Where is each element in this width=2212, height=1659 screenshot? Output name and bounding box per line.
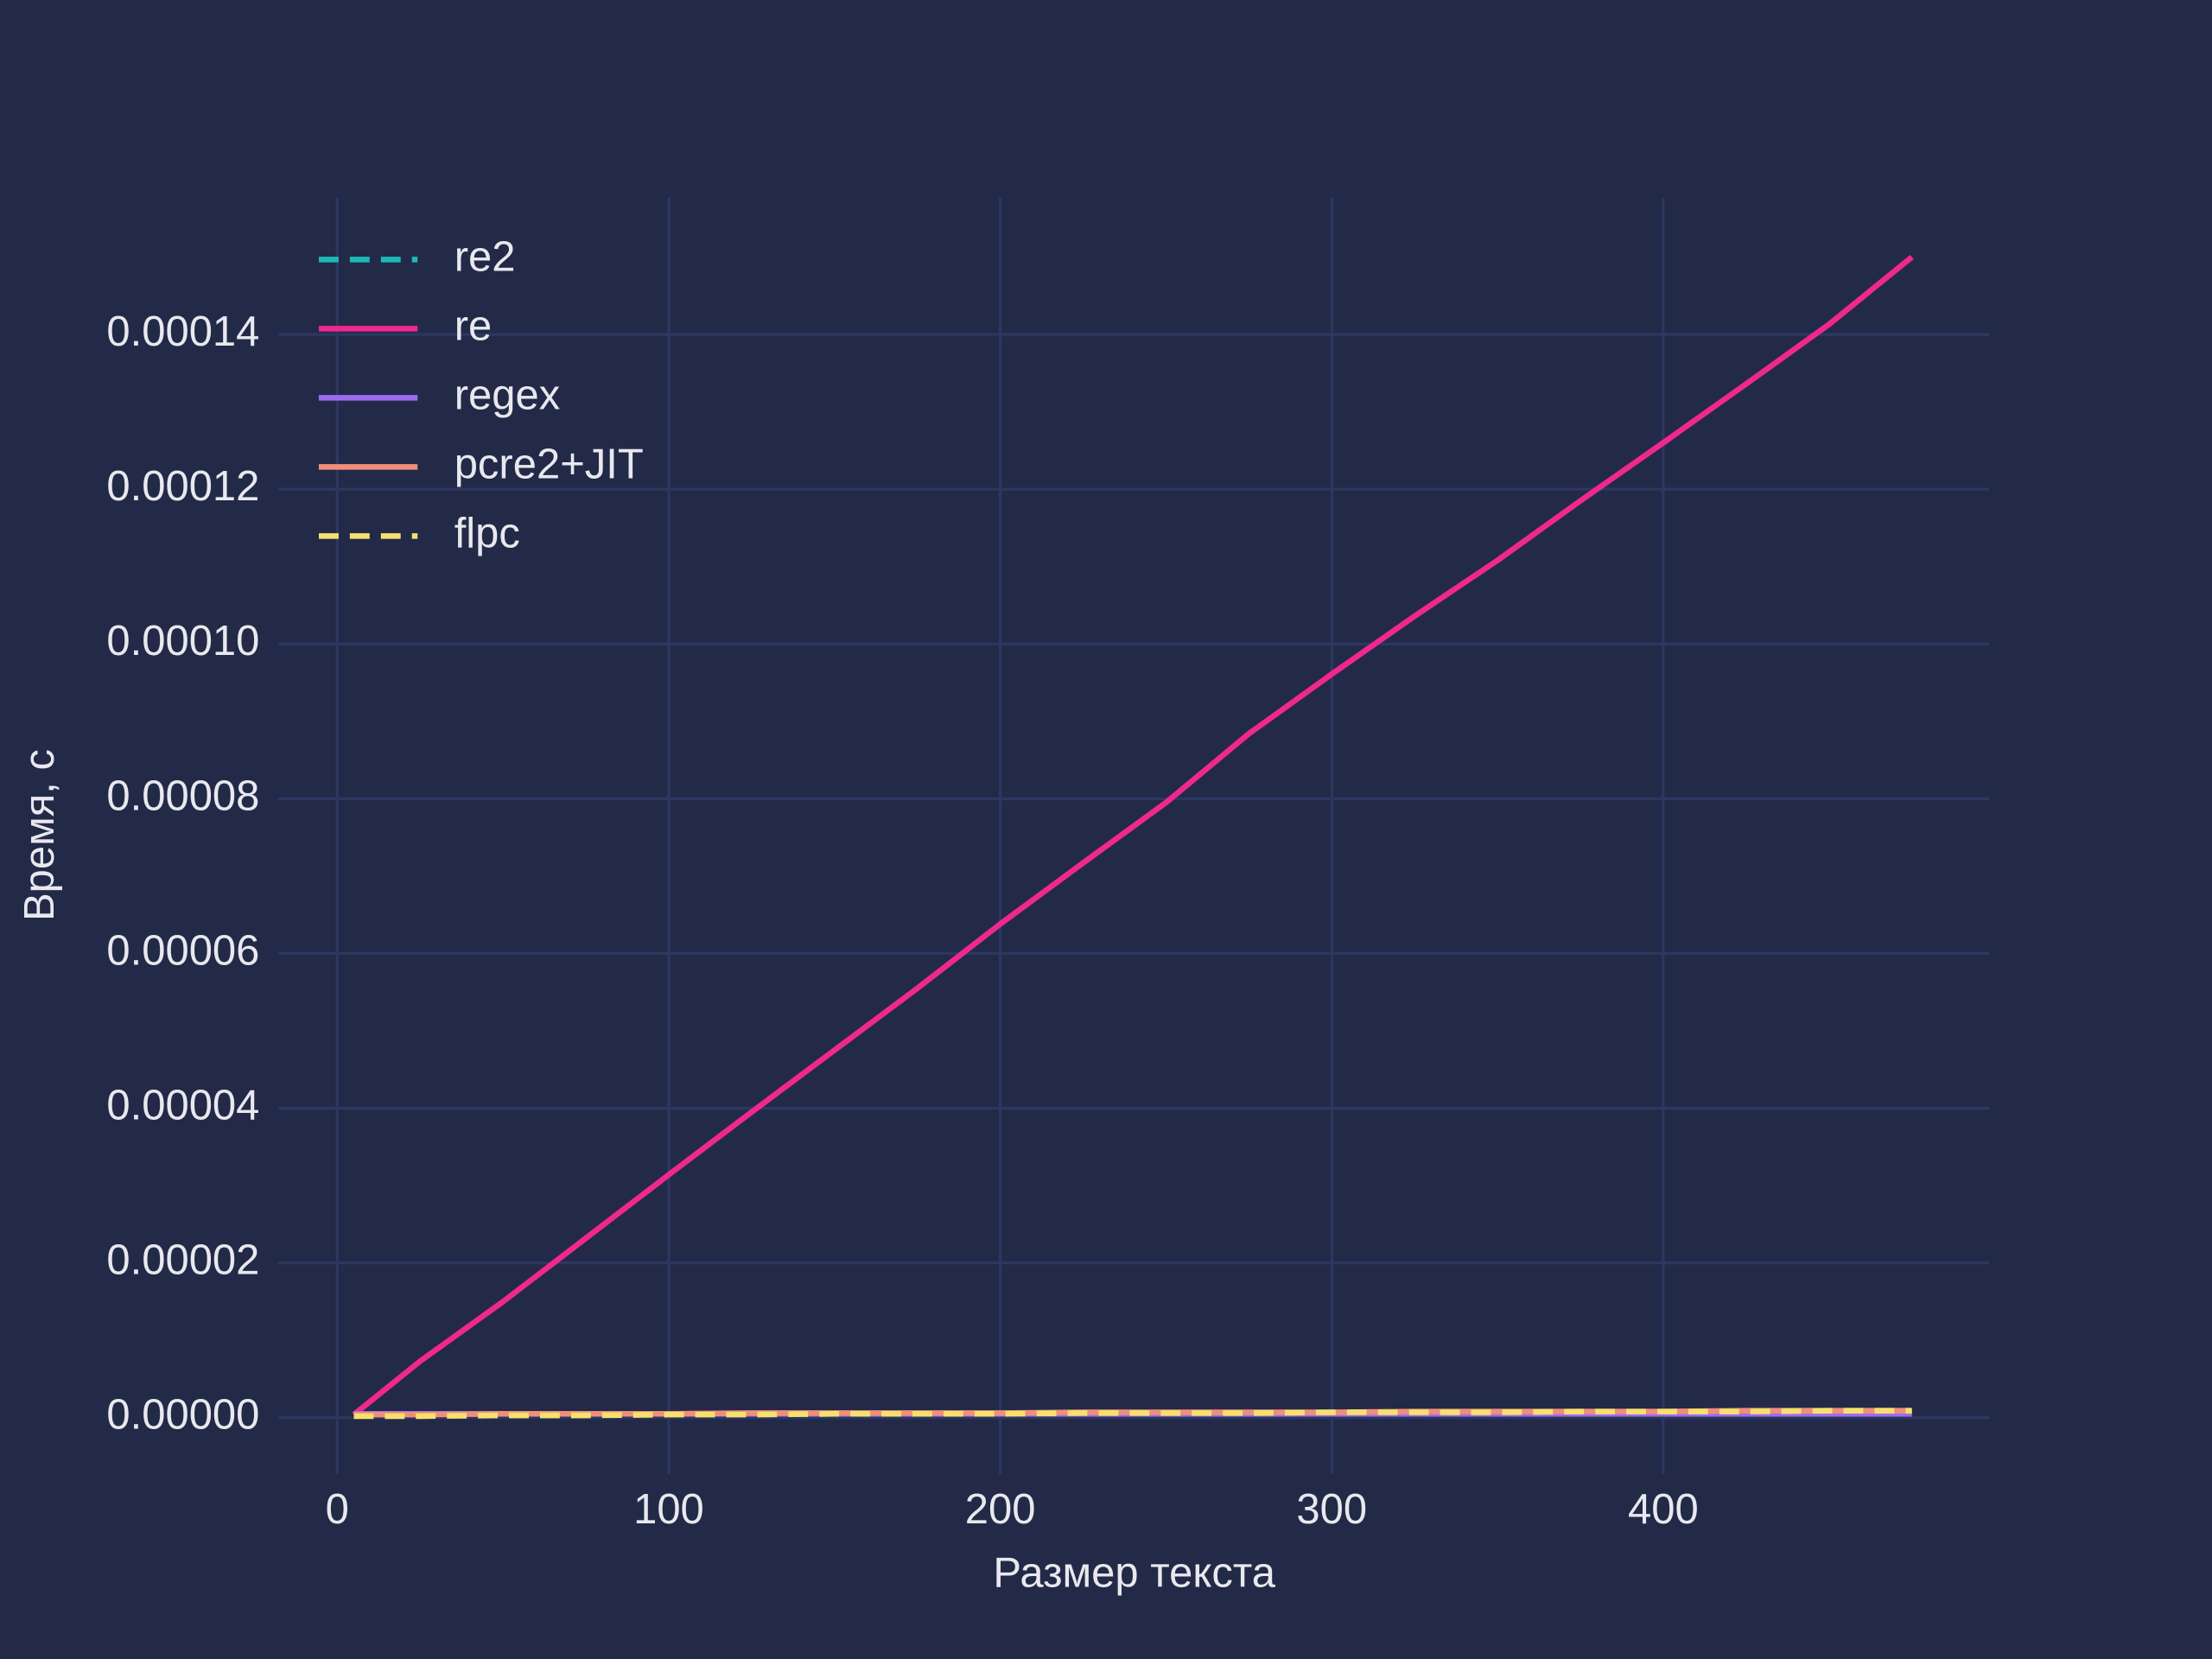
legend-label: flpc	[454, 510, 520, 556]
x-tick-label: 300	[1296, 1486, 1367, 1533]
line-series	[352, 254, 1914, 1417]
legend-label: pcre2+JIT	[454, 441, 644, 487]
legend-label: re	[454, 302, 493, 349]
legend-label: regex	[454, 372, 561, 418]
x-tick-label: 100	[633, 1486, 704, 1533]
y-tick-label: 0.00010	[106, 618, 259, 664]
y-tick-label: 0.00002	[106, 1237, 259, 1284]
y-tick-label: 0.00014	[106, 308, 259, 355]
y-tick-label: 0.00008	[106, 772, 259, 819]
y-tick-label: 0.00000	[106, 1392, 259, 1439]
y-tick-label: 0.00012	[106, 463, 259, 510]
x-tick-label: 0	[326, 1486, 349, 1533]
y-axis-label: Время, с	[16, 749, 63, 921]
line-series	[353, 1408, 1912, 1418]
y-tick-label: 0.00006	[106, 927, 259, 974]
y-tick-label: 0.00004	[106, 1082, 259, 1128]
x-tick-label: 200	[965, 1486, 1036, 1533]
x-tick-label: 400	[1628, 1486, 1699, 1533]
x-axis-label: Размер текста	[993, 1550, 1275, 1597]
legend-label: re2	[454, 233, 516, 280]
